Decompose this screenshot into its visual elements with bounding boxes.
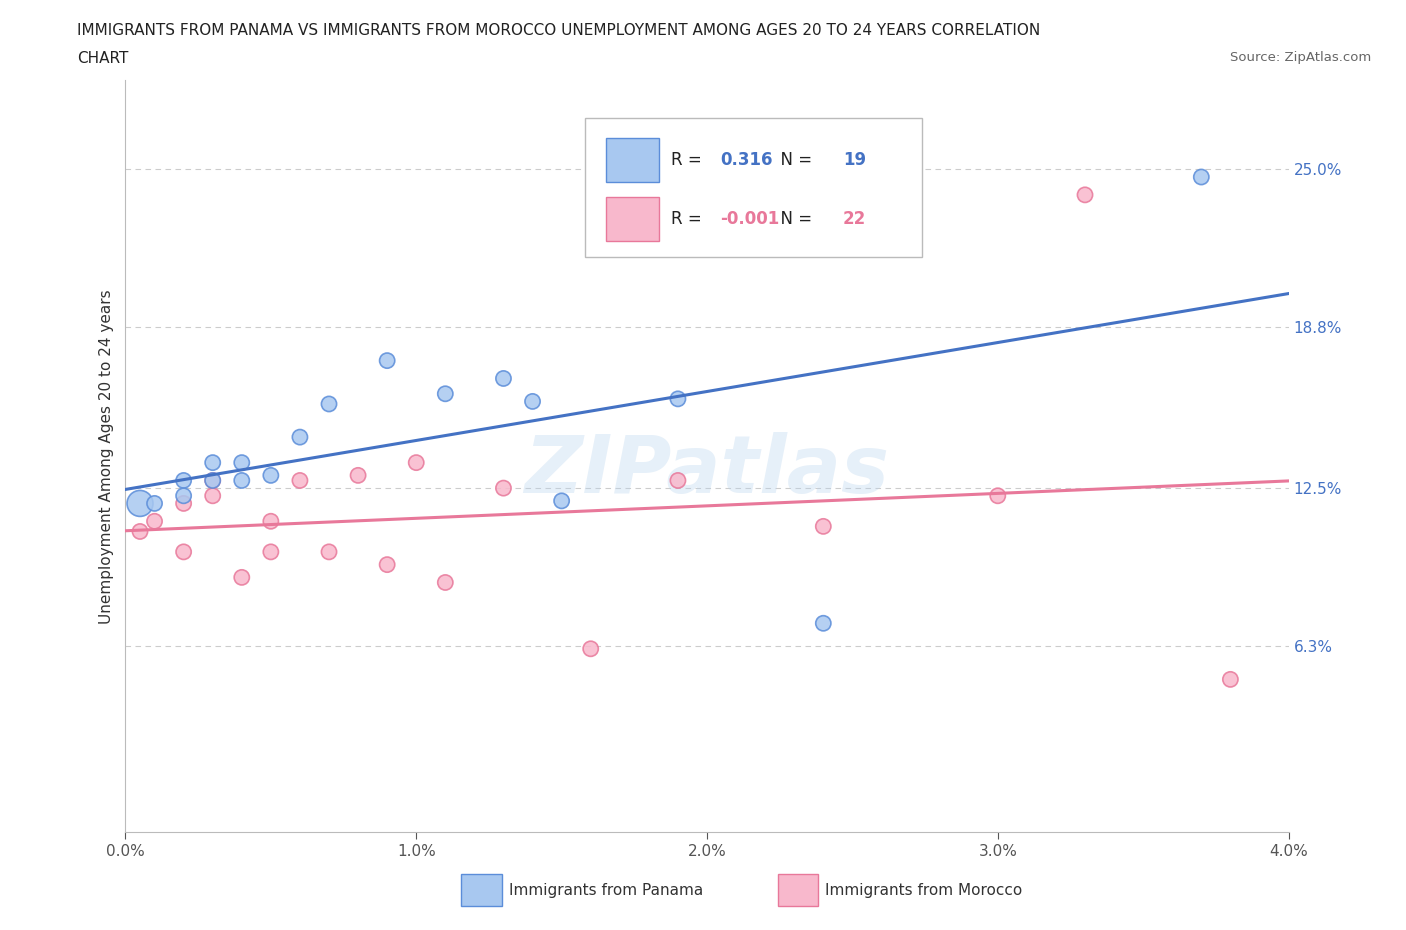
Point [129,496,152,511]
Point [173,488,195,503]
Point [129,524,152,538]
Text: 0.316: 0.316 [720,151,772,169]
Text: R =: R = [671,151,707,169]
Point [231,570,253,585]
Point [522,394,544,409]
Point [375,557,398,572]
Text: Immigrants from Morocco: Immigrants from Morocco [825,883,1022,897]
Point [201,488,224,503]
Point [288,473,311,488]
Point [260,468,283,483]
Text: Immigrants from Panama: Immigrants from Panama [509,883,703,897]
Point [813,616,835,631]
Point [666,392,689,406]
FancyBboxPatch shape [606,197,659,242]
Point [173,544,195,559]
Point [987,488,1010,503]
Point [201,455,224,470]
Point [143,496,166,511]
Point [143,514,166,529]
Point [375,353,398,368]
Text: N =: N = [770,210,817,228]
Point [201,473,224,488]
Point [347,468,370,483]
Text: N =: N = [770,151,817,169]
Text: R =: R = [671,210,707,228]
Point [318,396,340,411]
Point [260,544,283,559]
Point [1074,188,1097,203]
Point [231,455,253,470]
Point [492,371,515,386]
Point [813,519,835,534]
Text: 22: 22 [844,210,866,228]
Y-axis label: Unemployment Among Ages 20 to 24 years: Unemployment Among Ages 20 to 24 years [100,289,114,623]
Point [434,575,457,590]
Text: ZIPatlas: ZIPatlas [524,432,890,511]
Point [231,473,253,488]
Point [260,514,283,529]
Point [434,386,457,401]
Point [666,473,689,488]
Point [405,455,427,470]
Point [201,473,224,488]
Text: -0.001: -0.001 [720,210,779,228]
Point [1219,672,1241,687]
Text: Source: ZipAtlas.com: Source: ZipAtlas.com [1230,51,1371,64]
Text: IMMIGRANTS FROM PANAMA VS IMMIGRANTS FROM MOROCCO UNEMPLOYMENT AMONG AGES 20 TO : IMMIGRANTS FROM PANAMA VS IMMIGRANTS FRO… [77,23,1040,38]
Text: 19: 19 [844,151,866,169]
Point [173,496,195,511]
Point [173,473,195,488]
Text: CHART: CHART [77,51,129,66]
FancyBboxPatch shape [585,118,922,257]
Point [492,481,515,496]
FancyBboxPatch shape [606,138,659,182]
Point [1189,169,1212,184]
Point [579,642,602,657]
Point [288,430,311,445]
Point [318,544,340,559]
Point [550,494,572,509]
